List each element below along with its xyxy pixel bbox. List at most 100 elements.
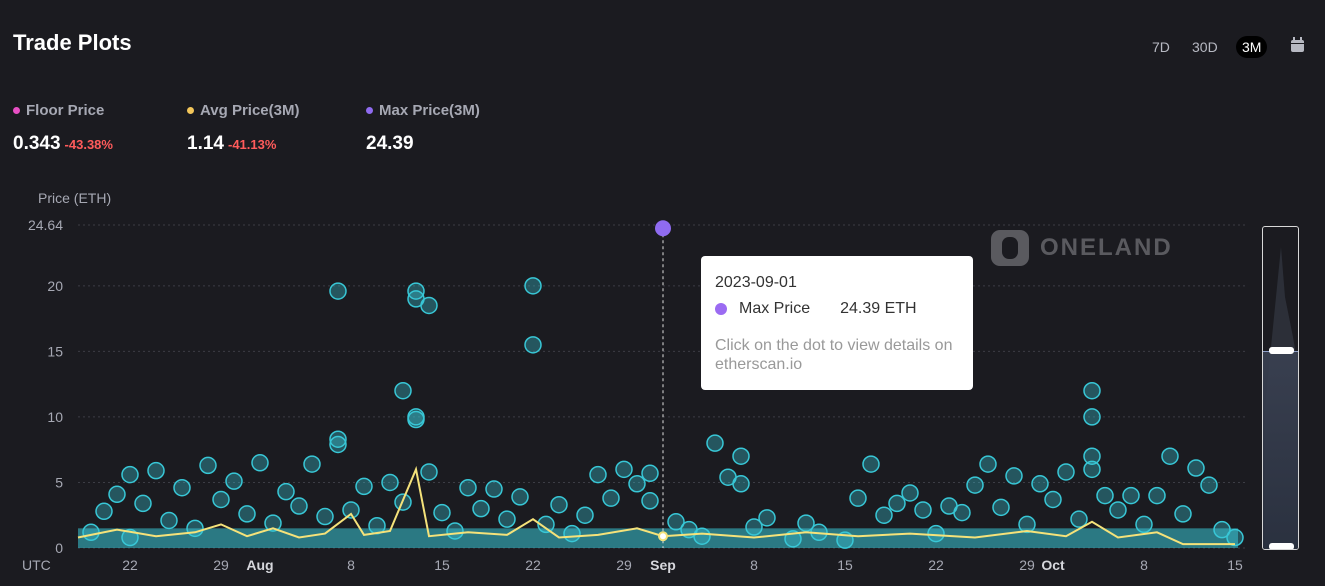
trade-point[interactable] (407, 410, 425, 429)
trade-point[interactable] (1174, 505, 1192, 523)
max-price-point[interactable] (655, 220, 671, 237)
trade-point[interactable] (979, 455, 997, 473)
trade-point[interactable] (290, 497, 308, 515)
trade-point[interactable] (1083, 408, 1101, 426)
trade-point[interactable] (394, 381, 412, 400)
trade-point[interactable] (446, 522, 464, 540)
trade-point[interactable] (381, 473, 399, 492)
trade-point[interactable] (108, 485, 126, 504)
trade-point[interactable] (1109, 501, 1127, 519)
trade-point[interactable] (563, 524, 581, 543)
y-tick-label: 15 (47, 343, 63, 359)
trade-point[interactable] (472, 499, 490, 518)
trade-point[interactable] (342, 501, 360, 519)
trade-point[interactable] (524, 336, 542, 354)
trade-point[interactable] (953, 503, 971, 522)
trade-point[interactable] (251, 454, 269, 472)
trade-point[interactable] (732, 475, 750, 493)
trade-point[interactable] (914, 501, 932, 519)
trade-point[interactable] (160, 511, 178, 530)
trade-point[interactable] (615, 460, 633, 479)
trade-point[interactable] (329, 435, 347, 454)
trade-point[interactable] (1070, 510, 1088, 528)
trade-point[interactable] (173, 478, 191, 497)
trade-point[interactable] (576, 506, 594, 524)
slider-top-handle[interactable] (1269, 347, 1294, 354)
range-3m-button[interactable]: 3M (1236, 36, 1268, 58)
trade-point[interactable] (888, 494, 906, 513)
trade-point[interactable] (1031, 475, 1049, 493)
trade-point[interactable] (199, 456, 217, 475)
trade-point[interactable] (355, 477, 373, 496)
trade-point[interactable] (966, 476, 984, 494)
trade-point[interactable] (1083, 381, 1101, 400)
trade-point[interactable] (1226, 528, 1244, 547)
trade-point[interactable] (1096, 486, 1114, 505)
range-7d-button[interactable]: 7D (1152, 39, 1170, 55)
trade-point[interactable] (797, 514, 815, 532)
trade-point[interactable] (498, 510, 516, 528)
trade-point[interactable] (537, 515, 555, 534)
trade-point[interactable] (485, 480, 503, 498)
trade-point[interactable] (212, 490, 230, 509)
trade-point[interactable] (238, 505, 256, 523)
trade-point[interactable] (134, 494, 152, 513)
trade-point[interactable] (329, 430, 347, 448)
zoom-slider[interactable] (1262, 226, 1299, 550)
trade-point[interactable] (745, 518, 763, 536)
trade-point[interactable] (186, 519, 204, 538)
trade-point[interactable] (641, 492, 659, 510)
trade-point[interactable] (459, 478, 477, 497)
trade-point[interactable] (303, 455, 321, 473)
trade-point[interactable] (420, 463, 438, 481)
trade-point[interactable] (511, 488, 529, 506)
calendar-icon[interactable] (1290, 37, 1305, 53)
trade-point[interactable] (277, 482, 295, 501)
trade-point[interactable] (550, 495, 568, 514)
trade-point[interactable] (95, 502, 113, 521)
trade-point[interactable] (732, 447, 750, 465)
trade-point[interactable] (329, 282, 347, 300)
trade-point[interactable] (1044, 490, 1062, 509)
trade-point[interactable] (1083, 460, 1101, 479)
trade-point[interactable] (225, 472, 243, 490)
trade-point[interactable] (1213, 520, 1231, 539)
trade-point[interactable] (641, 464, 659, 483)
trade-point[interactable] (1135, 515, 1153, 534)
trade-point[interactable] (693, 527, 711, 545)
trade-point[interactable] (758, 509, 776, 527)
trade-point[interactable] (927, 524, 945, 543)
trade-point[interactable] (1161, 447, 1179, 465)
trade-point[interactable] (121, 465, 139, 484)
trade-point[interactable] (524, 277, 542, 295)
trade-point[interactable] (433, 503, 451, 522)
trade-point[interactable] (264, 514, 282, 532)
trade-point[interactable] (147, 461, 165, 480)
slider-bottom-handle[interactable] (1269, 543, 1294, 550)
trade-point[interactable] (316, 507, 334, 526)
trade-point[interactable] (121, 528, 139, 547)
range-30d-button[interactable]: 30D (1192, 39, 1218, 55)
trade-point[interactable] (1200, 476, 1218, 494)
trade-point[interactable] (1148, 486, 1166, 505)
trade-point[interactable] (992, 498, 1010, 517)
trade-point[interactable] (589, 465, 607, 484)
trade-point[interactable] (1018, 515, 1036, 534)
trade-point[interactable] (1057, 463, 1075, 481)
trade-point[interactable] (628, 475, 646, 493)
trade-point[interactable] (1187, 459, 1205, 477)
trade-point[interactable] (1122, 486, 1140, 505)
trade-point[interactable] (1083, 447, 1101, 465)
trade-point[interactable] (667, 513, 685, 531)
trade-point[interactable] (901, 484, 919, 502)
trade-point[interactable] (875, 506, 893, 524)
y-tick-label: 0 (55, 540, 63, 556)
trade-point[interactable] (420, 296, 438, 315)
trade-point[interactable] (1005, 467, 1023, 485)
trade-point[interactable] (706, 434, 724, 452)
trade-point[interactable] (82, 523, 100, 542)
trade-point[interactable] (849, 489, 867, 507)
trade-point[interactable] (862, 455, 880, 473)
trade-point[interactable] (602, 489, 620, 507)
